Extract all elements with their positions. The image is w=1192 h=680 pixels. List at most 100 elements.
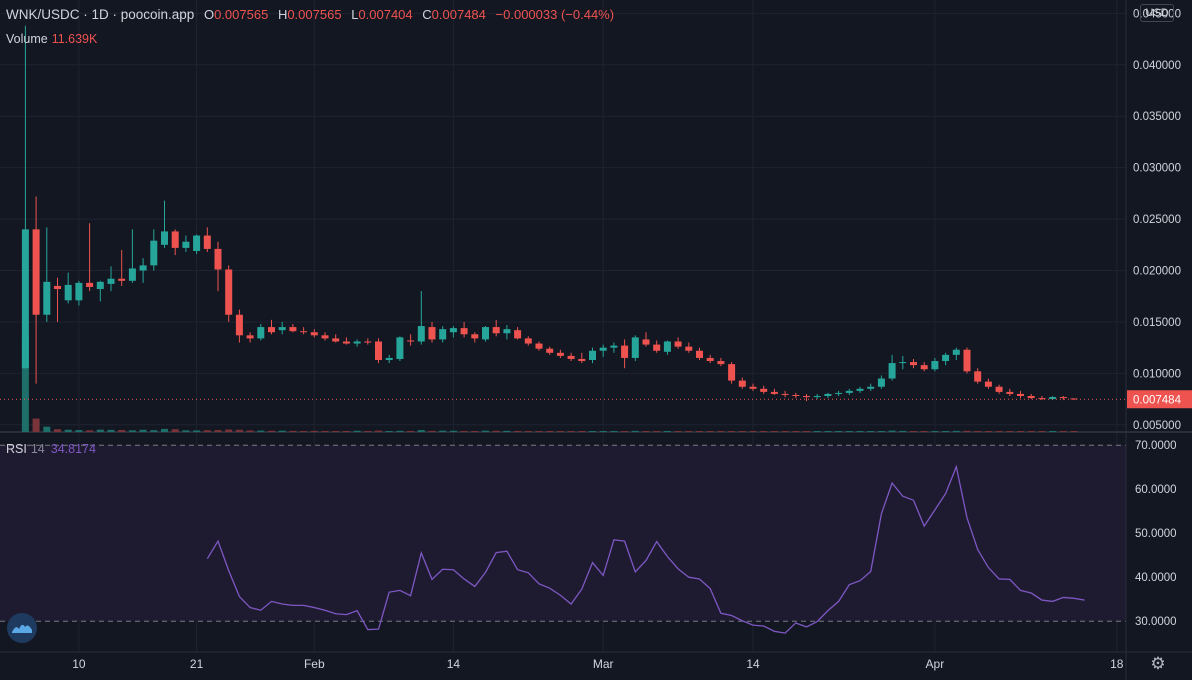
volume-bar xyxy=(342,431,350,432)
candle-body xyxy=(535,343,543,349)
gear-icon[interactable]: ⚙ xyxy=(1150,654,1166,673)
candle xyxy=(535,341,543,351)
high-value: 0.007565 xyxy=(287,7,342,22)
last-price-label: 0.007484 xyxy=(1133,394,1182,406)
candle-body xyxy=(396,337,404,359)
candle-body xyxy=(75,282,83,301)
volume-bar xyxy=(428,430,436,432)
candle xyxy=(503,325,511,340)
volume-bar xyxy=(610,431,618,432)
volume-bar xyxy=(567,431,575,432)
candle-body xyxy=(920,365,928,370)
volume-bar xyxy=(685,431,693,432)
volume-bar xyxy=(749,431,757,432)
volume-bar xyxy=(910,431,917,432)
rsi-band xyxy=(0,445,1126,622)
candle-body xyxy=(942,354,950,362)
close-label: C xyxy=(422,7,432,22)
volume-bar xyxy=(942,430,950,432)
candle xyxy=(139,258,147,283)
candle xyxy=(685,342,693,353)
candle xyxy=(621,339,629,369)
candle xyxy=(96,280,104,302)
candle xyxy=(781,390,789,398)
candle xyxy=(1017,390,1024,399)
candle xyxy=(54,277,61,322)
candle-body xyxy=(150,240,158,266)
candle-body xyxy=(963,349,971,372)
candle xyxy=(268,319,275,335)
candle-body xyxy=(984,381,992,387)
candle-body xyxy=(460,328,468,335)
candle xyxy=(32,196,40,384)
volume-bar xyxy=(21,337,29,432)
candle-body xyxy=(96,281,104,290)
volume-bar xyxy=(642,431,650,432)
candle-body xyxy=(407,340,415,342)
volume-bar xyxy=(589,430,596,432)
wave-logo-icon[interactable] xyxy=(7,613,37,643)
candle-body xyxy=(139,265,147,271)
candle xyxy=(128,229,136,283)
volume-bar xyxy=(43,426,51,432)
volume-bar xyxy=(653,431,661,432)
volume-bar xyxy=(417,430,425,432)
volume-bar xyxy=(375,430,382,432)
candle xyxy=(407,334,415,346)
candle xyxy=(64,272,72,304)
candle xyxy=(610,342,618,353)
candle xyxy=(310,329,318,338)
volume-bar xyxy=(974,430,982,432)
candle xyxy=(43,227,51,322)
time-tick-label: Apr xyxy=(926,657,945,671)
candle-body xyxy=(310,332,318,336)
price-tick-label: 0.040000 xyxy=(1133,60,1181,72)
candle-body xyxy=(803,396,810,398)
candle xyxy=(375,338,382,364)
candle xyxy=(599,344,607,357)
volume-bar xyxy=(182,430,190,432)
candle-body xyxy=(439,329,447,340)
currency-button[interactable]: USD xyxy=(1140,4,1174,22)
close-value: 0.007484 xyxy=(431,7,486,22)
open-label: O xyxy=(203,7,215,22)
rsi-axis: 70.0000 60.0000 50.0000 40.0000 30.0000 xyxy=(1135,440,1177,628)
candle-body xyxy=(728,364,736,381)
candle xyxy=(899,355,907,370)
candle-body xyxy=(738,380,746,387)
time-tick-label: 14 xyxy=(746,657,760,671)
candle xyxy=(439,326,447,343)
candle-body xyxy=(364,341,372,343)
volume-bar xyxy=(781,431,789,432)
candle xyxy=(321,332,329,341)
volume-bar xyxy=(161,428,168,432)
candle xyxy=(75,280,83,306)
volume-bar xyxy=(984,431,992,432)
candle-body xyxy=(193,235,201,251)
candle xyxy=(300,327,308,335)
candle xyxy=(674,337,682,349)
candle xyxy=(161,200,168,248)
volume-bar xyxy=(214,430,222,432)
volume-bar xyxy=(535,431,543,432)
candle xyxy=(342,337,350,345)
candle-body xyxy=(877,378,885,387)
candle-body xyxy=(428,327,436,340)
volume-bar xyxy=(1049,431,1057,432)
volume-bar xyxy=(439,430,447,432)
volume-bar xyxy=(171,429,179,432)
candle-body xyxy=(578,358,586,362)
rsi-value: 34.8174 xyxy=(50,442,96,456)
candle-body xyxy=(706,357,714,362)
volume-value: 11.639K xyxy=(51,32,98,46)
candle xyxy=(193,234,201,255)
last-price-tag xyxy=(1127,390,1192,409)
volume-bar xyxy=(128,430,136,432)
candle-body xyxy=(107,278,115,284)
candle xyxy=(931,357,939,372)
volume-bar xyxy=(107,429,115,432)
candle xyxy=(749,383,757,391)
candle-body xyxy=(663,341,671,352)
price-tick-label: 0.035000 xyxy=(1133,111,1181,123)
